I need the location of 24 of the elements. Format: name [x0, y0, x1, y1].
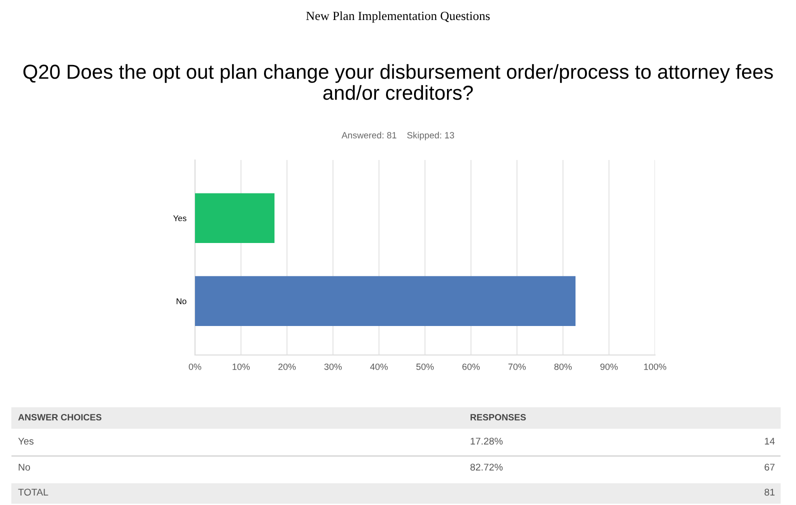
text: 14 — [764, 438, 775, 445]
x-tick-label: 60% — [462, 364, 480, 370]
text: 67 — [764, 464, 775, 471]
text: 82.72% — [470, 464, 503, 471]
x-tick-label: 20% — [278, 364, 296, 370]
category-label: Yes — [18, 438, 34, 445]
text: 17.28% — [470, 438, 503, 445]
x-tick-label: 30% — [324, 364, 342, 370]
x-tick-label: 50% — [416, 364, 434, 370]
category-label: No — [18, 464, 30, 471]
x-tick-label: 100% — [644, 364, 666, 370]
x-tick-label: 40% — [370, 364, 388, 370]
x-tick-label: 0% — [188, 364, 202, 370]
x-tick-label: 80% — [554, 364, 572, 370]
text: 81 — [764, 488, 775, 496]
chart-title: New Plan Implementation Questions — [306, 11, 490, 23]
text: RESPONSES — [470, 414, 526, 420]
chart-subtitle: Q20 Does the opt out plan change your disbursement order/process to attorney fees and/or creditors? — [23, 64, 773, 100]
text: ANSWER CHOICES — [18, 414, 102, 420]
text: Answered: 81 Skipped: 13 — [342, 132, 454, 140]
x-tick-label: 90% — [600, 364, 618, 370]
text: TOTAL — [18, 488, 48, 496]
x-tick-label: 70% — [508, 364, 526, 370]
x-tick-label: 10% — [232, 364, 250, 370]
